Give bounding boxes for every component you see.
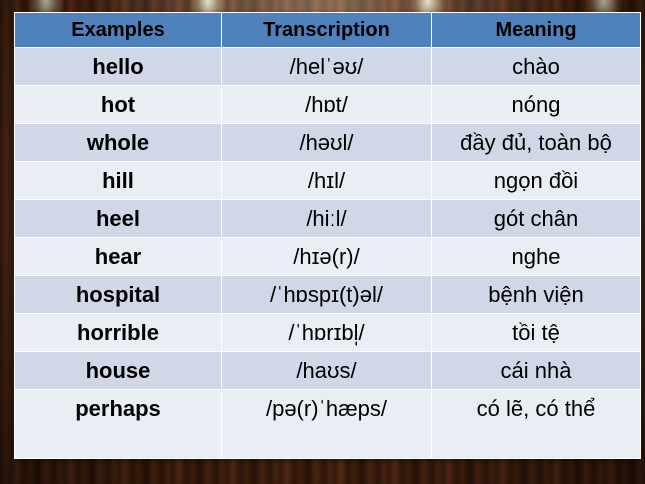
meaning-cell: tồi tệ bbox=[431, 313, 641, 352]
table-row: hospital /ˈhɒspɪ(t)əl/ bệnh viện bbox=[14, 275, 641, 314]
example-word: hospital bbox=[14, 275, 222, 314]
meaning-cell: đầy đủ, toàn bộ bbox=[431, 123, 641, 162]
transcription-cell: /haʊs/ bbox=[221, 351, 432, 390]
transcription-cell: /helˈəʊ/ bbox=[221, 47, 432, 86]
example-word: hear bbox=[14, 237, 222, 276]
transcription-cell: /hɒt/ bbox=[221, 85, 432, 124]
transcription-cell: /həʊl/ bbox=[221, 123, 432, 162]
table-row: hello /helˈəʊ/ chào bbox=[14, 47, 641, 86]
table-row: whole /həʊl/ đầy đủ, toàn bộ bbox=[14, 123, 641, 162]
transcription-cell: /pə(r)ˈhæps/ bbox=[221, 389, 432, 459]
meaning-cell: ngọn đồi bbox=[431, 161, 641, 200]
table-row: heel /hiːl/ gót chân bbox=[14, 199, 641, 238]
meaning-cell: cái nhà bbox=[431, 351, 641, 390]
example-word: hot bbox=[14, 85, 222, 124]
example-word: perhaps bbox=[14, 389, 222, 459]
table-row: horrible /ˈhɒrɪbl̩/ tồi tệ bbox=[14, 313, 641, 352]
table-row: perhaps /pə(r)ˈhæps/ có lẽ, có thể bbox=[14, 389, 641, 459]
example-word: house bbox=[14, 351, 222, 390]
table-row: hot /hɒt/ nóng bbox=[14, 85, 641, 124]
transcription-cell: /hɪə(r)/ bbox=[221, 237, 432, 276]
meaning-cell: nghe bbox=[431, 237, 641, 276]
meaning-cell: nóng bbox=[431, 85, 641, 124]
example-word: whole bbox=[14, 123, 222, 162]
example-word: hill bbox=[14, 161, 222, 200]
transcription-cell: /hiːl/ bbox=[221, 199, 432, 238]
meaning-cell: chào bbox=[431, 47, 641, 86]
example-word: hello bbox=[14, 47, 222, 86]
transcription-cell: /ˈhɒspɪ(t)əl/ bbox=[221, 275, 432, 314]
meaning-cell: bệnh viện bbox=[431, 275, 641, 314]
meaning-cell: gót chân bbox=[431, 199, 641, 238]
header-transcription: Transcription bbox=[221, 12, 432, 48]
table-row: house /haʊs/ cái nhà bbox=[14, 351, 641, 390]
header-examples: Examples bbox=[14, 12, 222, 48]
vocabulary-table: Examples Transcription Meaning hello /he… bbox=[14, 12, 641, 459]
table-row: hear /hɪə(r)/ nghe bbox=[14, 237, 641, 276]
example-word: heel bbox=[14, 199, 222, 238]
example-word: horrible bbox=[14, 313, 222, 352]
header-meaning: Meaning bbox=[431, 12, 641, 48]
header-row: Examples Transcription Meaning bbox=[14, 12, 641, 48]
meaning-cell: có lẽ, có thể bbox=[431, 389, 641, 459]
transcription-cell: /ˈhɒrɪbl̩/ bbox=[221, 313, 432, 352]
table-row: hill /hɪl/ ngọn đồi bbox=[14, 161, 641, 200]
transcription-cell: /hɪl/ bbox=[221, 161, 432, 200]
